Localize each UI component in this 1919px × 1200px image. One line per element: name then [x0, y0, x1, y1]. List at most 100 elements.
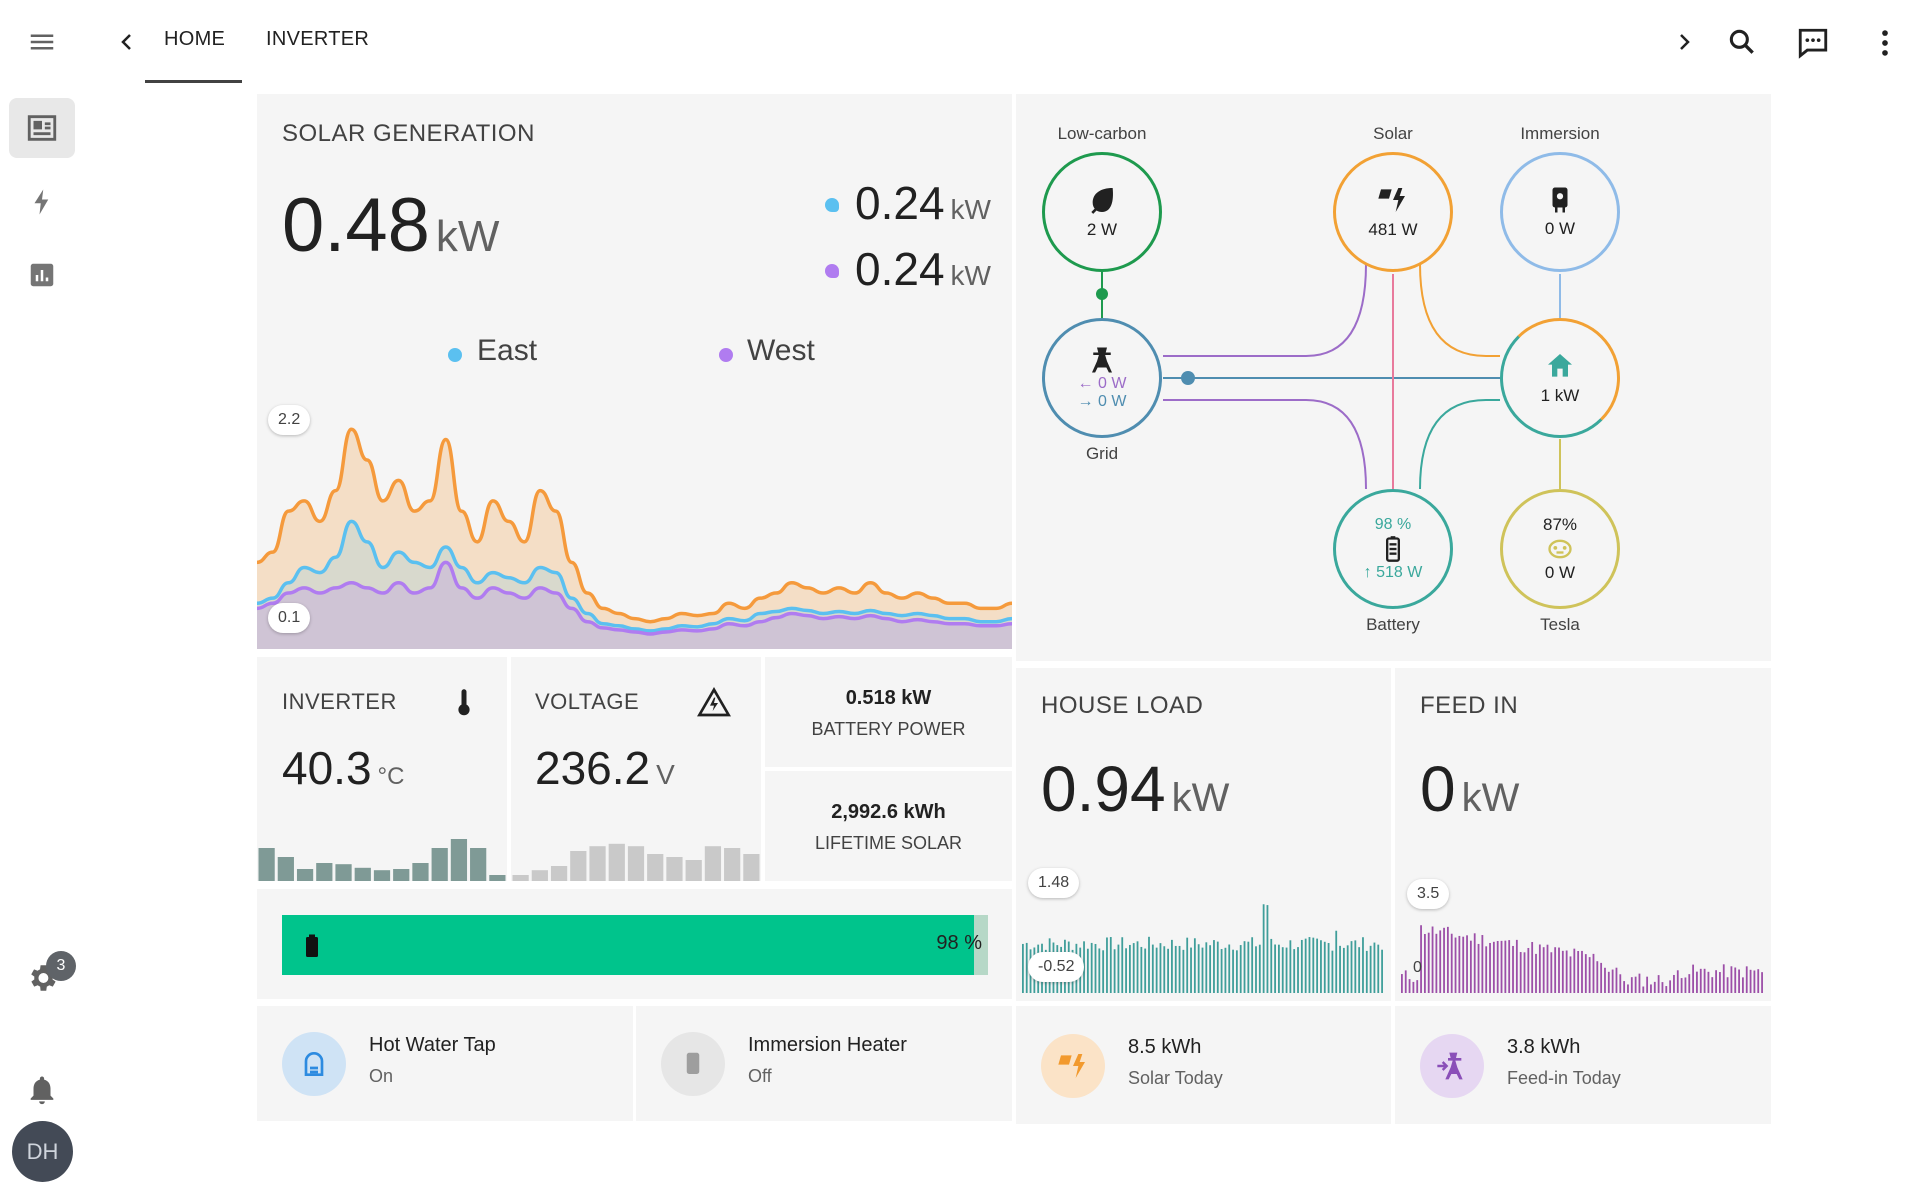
history-bar [1281, 947, 1284, 993]
user-avatar[interactable]: DH [12, 1121, 73, 1182]
immersion-flow-value: 0 W [1544, 219, 1576, 238]
legend-west-label[interactable]: West [747, 334, 815, 367]
feed-in-today-tile[interactable]: 3.8 kWh Feed-in Today [1395, 1006, 1771, 1124]
feed-in-today-icon-button[interactable] [1420, 1034, 1484, 1098]
history-bar [1304, 938, 1307, 993]
next-tabs-button[interactable] [1672, 28, 1696, 61]
history-bar [1657, 975, 1660, 993]
feed-in-today-value: 3.8 kWh [1507, 1036, 1581, 1058]
assist-button[interactable] [1796, 26, 1830, 65]
solar-west-value: 0.24 kW [855, 243, 991, 295]
energy-flow-card[interactable]: Low-carbon 2 W Solar 481 W Immersion 0 W… [1016, 94, 1771, 661]
immersion-heater-tile[interactable]: Immersion Heater Off [636, 1006, 1012, 1121]
immersion-node[interactable]: 0 W [1500, 152, 1620, 272]
history-bar [1711, 977, 1714, 993]
solar-generation-card[interactable]: SOLAR GENERATION 0.48 kW 0.24 kW 0.24 kW Ea… [257, 94, 1012, 649]
history-bar [1350, 941, 1353, 993]
solar-today-tile[interactable]: 8.5 kWh Solar Today [1016, 1006, 1391, 1124]
history-bar [1634, 976, 1637, 993]
history-bar [1753, 970, 1756, 993]
history-bar [1239, 945, 1242, 993]
history-bar [1083, 941, 1085, 993]
search-button[interactable] [1726, 26, 1758, 63]
history-bar [1331, 950, 1334, 993]
voltage-card[interactable]: VOLTAGE 236.2 V [511, 657, 761, 881]
history-bar [1450, 933, 1453, 993]
tab-home[interactable]: HOME [164, 28, 226, 50]
house-load-card[interactable]: HOUSE LOAD 0.94 kW 1.48 -0.52 [1016, 668, 1391, 1001]
history-bar [1373, 942, 1376, 993]
back-button[interactable] [115, 28, 139, 61]
legend-east-dot [448, 348, 462, 362]
tab-inverter[interactable]: INVERTER [266, 28, 370, 50]
warning-triangle-icon [697, 687, 731, 717]
history-bar [1167, 948, 1169, 993]
immersion-heater-icon-button[interactable] [661, 1032, 725, 1096]
lifetime-solar-card[interactable]: 2,992.6 kWh LIFETIME SOLAR [765, 771, 1012, 881]
feed-in-card[interactable]: FEED IN 0 kW 3.5 0 [1395, 668, 1771, 1001]
house-load-history-chart[interactable] [1016, 881, 1391, 1001]
history-bar [589, 846, 606, 881]
history-bar [1581, 950, 1583, 993]
home-node[interactable]: 1 kW [1500, 318, 1620, 438]
history-bar [1730, 966, 1733, 993]
history-bar [1742, 977, 1744, 993]
solar-node[interactable]: 481 W [1333, 152, 1453, 272]
history-bar [608, 843, 625, 881]
history-bar [1703, 968, 1706, 993]
history-bar [1592, 953, 1595, 993]
sidebar-item-history[interactable] [9, 245, 75, 305]
feed-in-value: 0 kW [1420, 753, 1520, 825]
overflow-menu-button[interactable] [1868, 26, 1902, 65]
history-bar [1423, 933, 1426, 993]
history-bar [1508, 940, 1511, 993]
history-bar [1427, 932, 1430, 993]
inverter-temperature-card[interactable]: INVERTER 40.3 °C [257, 657, 507, 881]
history-bar [1638, 973, 1641, 993]
solar-total-series-line [257, 427, 1012, 624]
history-bar [1650, 984, 1652, 993]
history-bar [1128, 944, 1131, 993]
history-bar [1346, 945, 1349, 993]
history-bar [1404, 970, 1407, 993]
grid-node[interactable]: ← 0 W → 0 W [1042, 318, 1162, 438]
hot-water-tap-tile[interactable]: Hot Water Tap On [257, 1006, 633, 1121]
history-bar [1546, 944, 1549, 993]
history-bar [1022, 943, 1024, 993]
sidebar-item-energy[interactable] [9, 172, 75, 232]
flow-lines [1096, 234, 1561, 490]
history-bar [1538, 944, 1541, 993]
battery-power-card[interactable]: 0.518 kW BATTERY POWER [765, 657, 1012, 767]
water-boiler-icon [304, 1052, 324, 1076]
grid-import-value: ← 0 W [1077, 375, 1127, 392]
history-bar [1699, 968, 1702, 993]
sidebar-item-overview[interactable] [9, 98, 75, 158]
chevron-right-icon [1680, 34, 1690, 50]
feed-in-history-chart[interactable] [1395, 881, 1771, 1001]
history-bar [1136, 941, 1139, 993]
menu-button[interactable] [9, 12, 75, 72]
history-bar [512, 875, 529, 881]
history-bar [1090, 942, 1093, 993]
hot-water-tap-icon-button[interactable] [282, 1032, 346, 1096]
history-bar [724, 848, 741, 881]
legend-west-dot [719, 348, 733, 362]
history-bar [627, 846, 645, 881]
history-bar [1619, 974, 1622, 993]
tesla-node[interactable]: 87% 0 W [1500, 489, 1620, 609]
solar-today-value: 8.5 kWh [1128, 1036, 1202, 1058]
history-bar [412, 863, 429, 881]
history-bar [277, 857, 294, 881]
battery-level-card[interactable]: 98 % [257, 889, 1012, 999]
low-carbon-node[interactable]: 2 W [1042, 152, 1162, 272]
legend-east-label[interactable]: East [477, 334, 538, 367]
voltage-history-bars [512, 843, 760, 881]
history-bar [550, 866, 568, 881]
tesla-label: Tesla [1540, 615, 1580, 634]
battery-node[interactable]: 98 % ↑ 518 W [1333, 489, 1453, 609]
history-bar [1653, 981, 1656, 993]
history-bar [1365, 950, 1368, 993]
sidebar-item-notifications[interactable] [9, 1060, 75, 1120]
solar-today-icon-button[interactable] [1041, 1034, 1105, 1098]
solar-history-chart[interactable] [257, 394, 1012, 649]
